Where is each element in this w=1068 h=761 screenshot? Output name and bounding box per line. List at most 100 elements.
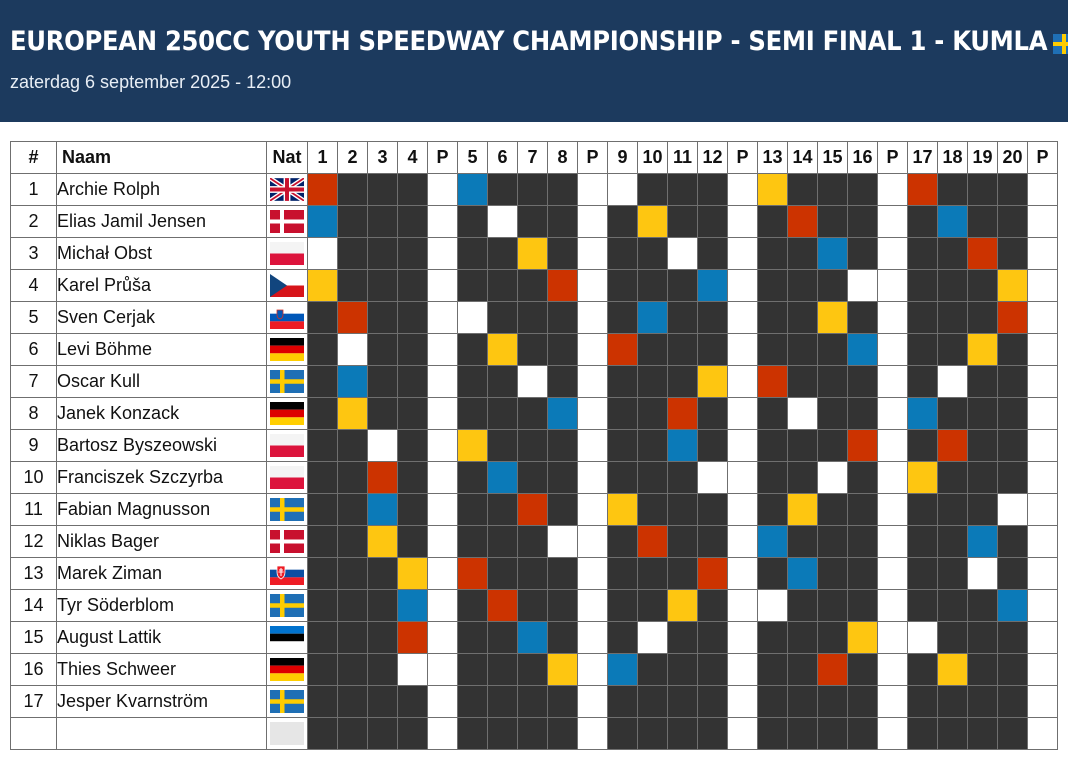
heat-cell-empty (637, 237, 668, 270)
points-cell (577, 269, 608, 302)
rider-row: 14 Tyr Söderblom (10, 589, 1058, 622)
points-cell (727, 621, 758, 654)
heat-cell-empty (487, 365, 518, 398)
heat-cell-blue-gate (397, 589, 428, 622)
points-cell (1027, 717, 1058, 750)
heat-cell-empty (307, 589, 338, 622)
heat-cell-empty (697, 621, 728, 654)
rider-row: 17 Jesper Kvarnström (10, 685, 1058, 718)
points-cell (577, 461, 608, 494)
heat-cell-empty (457, 525, 488, 558)
heat-cell-empty (307, 717, 338, 750)
heat-cell-white-gate (967, 557, 998, 590)
points-cell (1027, 269, 1058, 302)
points-cell (727, 397, 758, 430)
column-header-heat-7: 7 (517, 141, 548, 174)
heat-cell-blue-gate (607, 653, 638, 686)
heat-cell-empty (307, 365, 338, 398)
heat-cell-empty (457, 621, 488, 654)
heat-cell-yellow-gate (487, 333, 518, 366)
heat-cell-empty (637, 365, 668, 398)
heat-cell-empty (367, 237, 398, 270)
heat-cell-empty (967, 461, 998, 494)
heat-cell-blue-gate (487, 461, 518, 494)
heat-cell-empty (967, 205, 998, 238)
heat-cell-empty (607, 397, 638, 430)
rider-number: 17 (10, 685, 57, 718)
heat-cell-empty (697, 301, 728, 334)
heat-cell-empty (847, 173, 878, 206)
heat-cell-blue-gate (547, 397, 578, 430)
points-cell (427, 589, 458, 622)
heat-cell-yellow-gate (847, 621, 878, 654)
heat-cell-empty (847, 365, 878, 398)
points-cell (1027, 205, 1058, 238)
column-header-points: P (727, 141, 758, 174)
points-cell (727, 653, 758, 686)
heat-cell-red-gate (637, 525, 668, 558)
heat-cell-red-gate (847, 429, 878, 462)
heat-cell-empty (397, 237, 428, 270)
heat-cell-empty (847, 461, 878, 494)
heat-cell-empty (997, 429, 1028, 462)
heat-cell-empty (487, 237, 518, 270)
points-cell (427, 205, 458, 238)
heat-cell-red-gate (817, 653, 848, 686)
heat-cell-empty (787, 429, 818, 462)
heat-cell-red-gate (397, 621, 428, 654)
points-cell (727, 589, 758, 622)
heat-cell-empty (547, 717, 578, 750)
heat-cell-red-gate (997, 301, 1028, 334)
heat-cell-empty (667, 173, 698, 206)
points-cell (877, 685, 908, 718)
heat-cell-empty (997, 237, 1028, 270)
sweden-flag-icon (270, 370, 304, 393)
heat-cell-empty (307, 333, 338, 366)
heat-cell-empty (547, 429, 578, 462)
heat-cell-empty (517, 397, 548, 430)
points-cell (1027, 237, 1058, 270)
points-cell (1027, 525, 1058, 558)
heat-cell-empty (757, 333, 788, 366)
points-cell (727, 525, 758, 558)
points-cell (727, 685, 758, 718)
points-cell (1027, 589, 1058, 622)
heat-cell-white-gate (337, 333, 368, 366)
heat-cell-yellow-gate (457, 429, 488, 462)
heat-cell-empty (337, 653, 368, 686)
heat-cell-empty (397, 525, 428, 558)
heat-cell-empty (607, 589, 638, 622)
points-cell (727, 301, 758, 334)
rider-row: 15 August Lattik (10, 621, 1058, 654)
heat-cell-yellow-gate (907, 461, 938, 494)
heat-cell-empty (367, 365, 398, 398)
heat-cell-empty (817, 589, 848, 622)
heat-cell-empty (667, 685, 698, 718)
points-cell (427, 557, 458, 590)
heat-cell-blue-gate (967, 525, 998, 558)
heat-cell-empty (817, 333, 848, 366)
heat-cell-empty (667, 557, 698, 590)
points-cell (577, 557, 608, 590)
estonia-flag-icon (270, 626, 304, 649)
points-cell (577, 717, 608, 750)
heat-cell-empty (787, 365, 818, 398)
heat-cell-empty (487, 653, 518, 686)
points-cell (727, 429, 758, 462)
column-header-points: P (427, 141, 458, 174)
points-cell (1027, 493, 1058, 526)
rider-number: 5 (10, 301, 57, 334)
heat-cell-empty (787, 333, 818, 366)
points-cell (727, 717, 758, 750)
poland-flag-icon (270, 242, 304, 265)
heat-cell-empty (697, 493, 728, 526)
rider-nationality (266, 461, 308, 494)
heat-cell-empty (457, 237, 488, 270)
heat-cell-empty (637, 269, 668, 302)
column-header-heat-18: 18 (937, 141, 968, 174)
rider-name: Karel Průša (56, 269, 267, 302)
heat-cell-white-gate (367, 429, 398, 462)
rider-row: 16 Thies Schweer (10, 653, 1058, 686)
points-cell (577, 397, 608, 430)
heat-cell-red-gate (667, 397, 698, 430)
